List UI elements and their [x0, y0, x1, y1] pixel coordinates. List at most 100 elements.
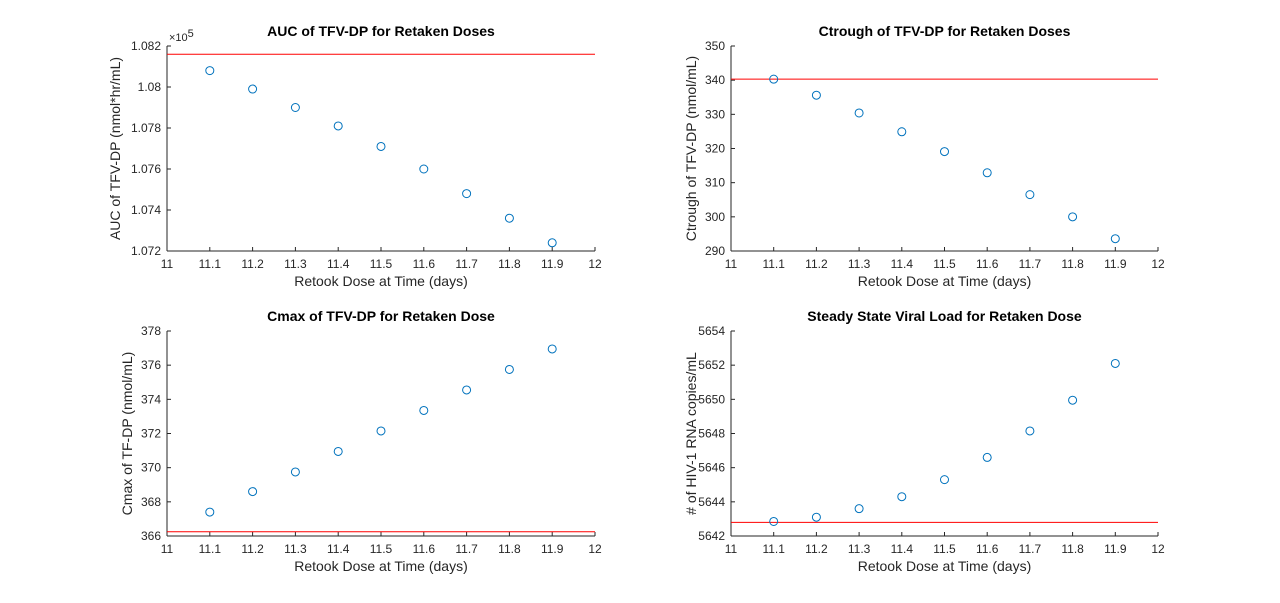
y-axis-label: Ctrough of TFV-DP (nmol/mL): [683, 56, 699, 241]
x-tick-label: 11.6: [413, 542, 436, 556]
data-point: [419, 405, 429, 415]
x-tick-label: 11.2: [241, 257, 264, 271]
y-tick-label: 370: [141, 461, 161, 475]
x-tick-label: 11.5: [933, 257, 956, 271]
x-tick-label: 11.9: [541, 542, 564, 556]
x-tick-label: 11: [161, 257, 174, 271]
y-tick-label: 5644: [698, 495, 725, 509]
x-tick-label: 11.9: [541, 257, 564, 271]
y-tick-label: 320: [705, 142, 725, 156]
x-tick-label: 11: [725, 542, 738, 556]
x-tick-label: 11.5: [370, 542, 393, 556]
y-tick-label: 5642: [698, 529, 725, 543]
x-axis-label: Retook Dose at Time (days): [858, 273, 1032, 289]
x-tick-label: 11.9: [1104, 542, 1127, 556]
y-tick-label: 5652: [698, 358, 725, 372]
y-tick-label: 372: [141, 427, 161, 441]
y-axis-label: # of HIV-1 RNA copies/mL: [683, 352, 699, 515]
x-tick-label: 11.7: [455, 542, 478, 556]
data-point: [547, 344, 557, 354]
data-point: [205, 66, 215, 76]
x-tick-label: 11.1: [762, 542, 785, 556]
y-tick-label: 330: [705, 107, 725, 121]
x-tick-label: 11.4: [891, 542, 914, 556]
y-tick-label: 340: [705, 73, 725, 87]
y-tick-label: 1.08: [138, 80, 162, 94]
x-tick-label: 11.3: [284, 542, 307, 556]
data-point: [940, 147, 949, 157]
x-tick-label: 12: [588, 257, 602, 271]
x-tick-label: 11: [161, 542, 174, 556]
chart-panel-2: 11 11.1 11.2 11.3 11.4 11.5 11.6 11.7 11.8 11.9 12…: [683, 23, 1165, 289]
y-tick-label: 5654: [698, 324, 725, 338]
x-tick-label: 11.4: [891, 257, 914, 271]
x-tick-label: 11.8: [1061, 257, 1084, 271]
x-tick-label: 11.1: [199, 542, 222, 556]
data-point: [248, 487, 258, 497]
y-tick-label: 1.072: [131, 244, 161, 258]
x-tick-label: 11.7: [1019, 257, 1042, 271]
data-point: [1025, 426, 1035, 436]
x-axis-label: Retook Dose at Time (days): [858, 558, 1032, 574]
y-tick-label: 368: [141, 495, 161, 509]
x-axis-label: Retook Dose at Time (days): [294, 273, 468, 289]
x-tick-label: 11.6: [976, 257, 999, 271]
y-tick-label: 5648: [698, 427, 725, 441]
x-axis-label: Retook Dose at Time (days): [294, 558, 468, 574]
data-point: [419, 164, 429, 174]
chart-panel-4: 11 11.1 11.2 11.3 11.4 11.5 11.6 11.7 11.8 11.9 12…: [683, 308, 1165, 574]
data-point: [940, 475, 949, 485]
y-axis-label: AUC of TFV-DP (nmol*hr/mL): [107, 57, 123, 240]
data-point: [376, 426, 386, 436]
data-point: [1110, 358, 1120, 368]
x-tick-label: 12: [1151, 542, 1165, 556]
y-tick-label: 1.074: [131, 203, 161, 217]
y-tick-label: 376: [141, 358, 161, 372]
y-axis-label: Cmax of TF-DP (nmol/mL): [119, 352, 135, 516]
x-tick-label: 11.3: [848, 542, 871, 556]
y-axis-multiplier-exponent: 5: [188, 28, 194, 40]
chart-panel-3: 11 11.1 11.2 11.3 11.4 11.5 11.6 11.7 11.8 11.9 12…: [119, 308, 602, 574]
x-tick-label: 11.8: [1061, 542, 1084, 556]
x-tick-label: 11.5: [370, 257, 393, 271]
chart-title: Cmax of TFV-DP for Retaken Dose: [267, 308, 495, 324]
x-tick-label: 11.3: [848, 257, 871, 271]
y-tick-label: 1.082: [131, 39, 161, 53]
data-point: [769, 516, 779, 526]
data-point: [290, 467, 300, 477]
x-tick-label: 11.3: [284, 257, 307, 271]
y-tick-label: 350: [705, 39, 725, 53]
y-tick-label: 310: [705, 176, 725, 190]
x-tick-label: 11.6: [413, 257, 436, 271]
x-tick-label: 11.2: [241, 542, 264, 556]
y-tick-label: 5646: [698, 461, 725, 475]
y-axis-multiplier: ×105: [169, 28, 194, 44]
chart-panel-1: 11 11.1 11.2 11.3 11.4 11.5 11.6 11.7 11.8 11.9 12…: [107, 23, 602, 289]
y-tick-label: 378: [141, 324, 161, 338]
x-tick-label: 11.2: [805, 542, 828, 556]
data-point: [854, 108, 864, 118]
data-point: [1025, 190, 1035, 200]
data-point: [205, 507, 215, 517]
data-point: [982, 168, 992, 178]
data-point: [504, 364, 514, 374]
data-point: [982, 452, 992, 462]
chart-title: AUC of TFV-DP for Retaken Doses: [267, 23, 495, 39]
chart-title: Steady State Viral Load for Retaken Dose: [807, 308, 1082, 324]
data-point: [504, 213, 514, 223]
x-tick-label: 11: [725, 257, 738, 271]
x-tick-label: 12: [588, 542, 602, 556]
y-tick-label: 300: [705, 210, 725, 224]
data-point: [811, 90, 821, 100]
data-point: [248, 84, 258, 94]
y-tick-label: 374: [141, 392, 161, 406]
x-tick-label: 11.6: [976, 542, 999, 556]
x-tick-label: 11.1: [199, 257, 222, 271]
data-point: [290, 103, 300, 112]
data-point: [854, 504, 864, 514]
data-point: [811, 512, 821, 522]
data-point: [462, 189, 472, 199]
x-tick-label: 11.9: [1104, 257, 1127, 271]
data-point: [897, 127, 907, 137]
